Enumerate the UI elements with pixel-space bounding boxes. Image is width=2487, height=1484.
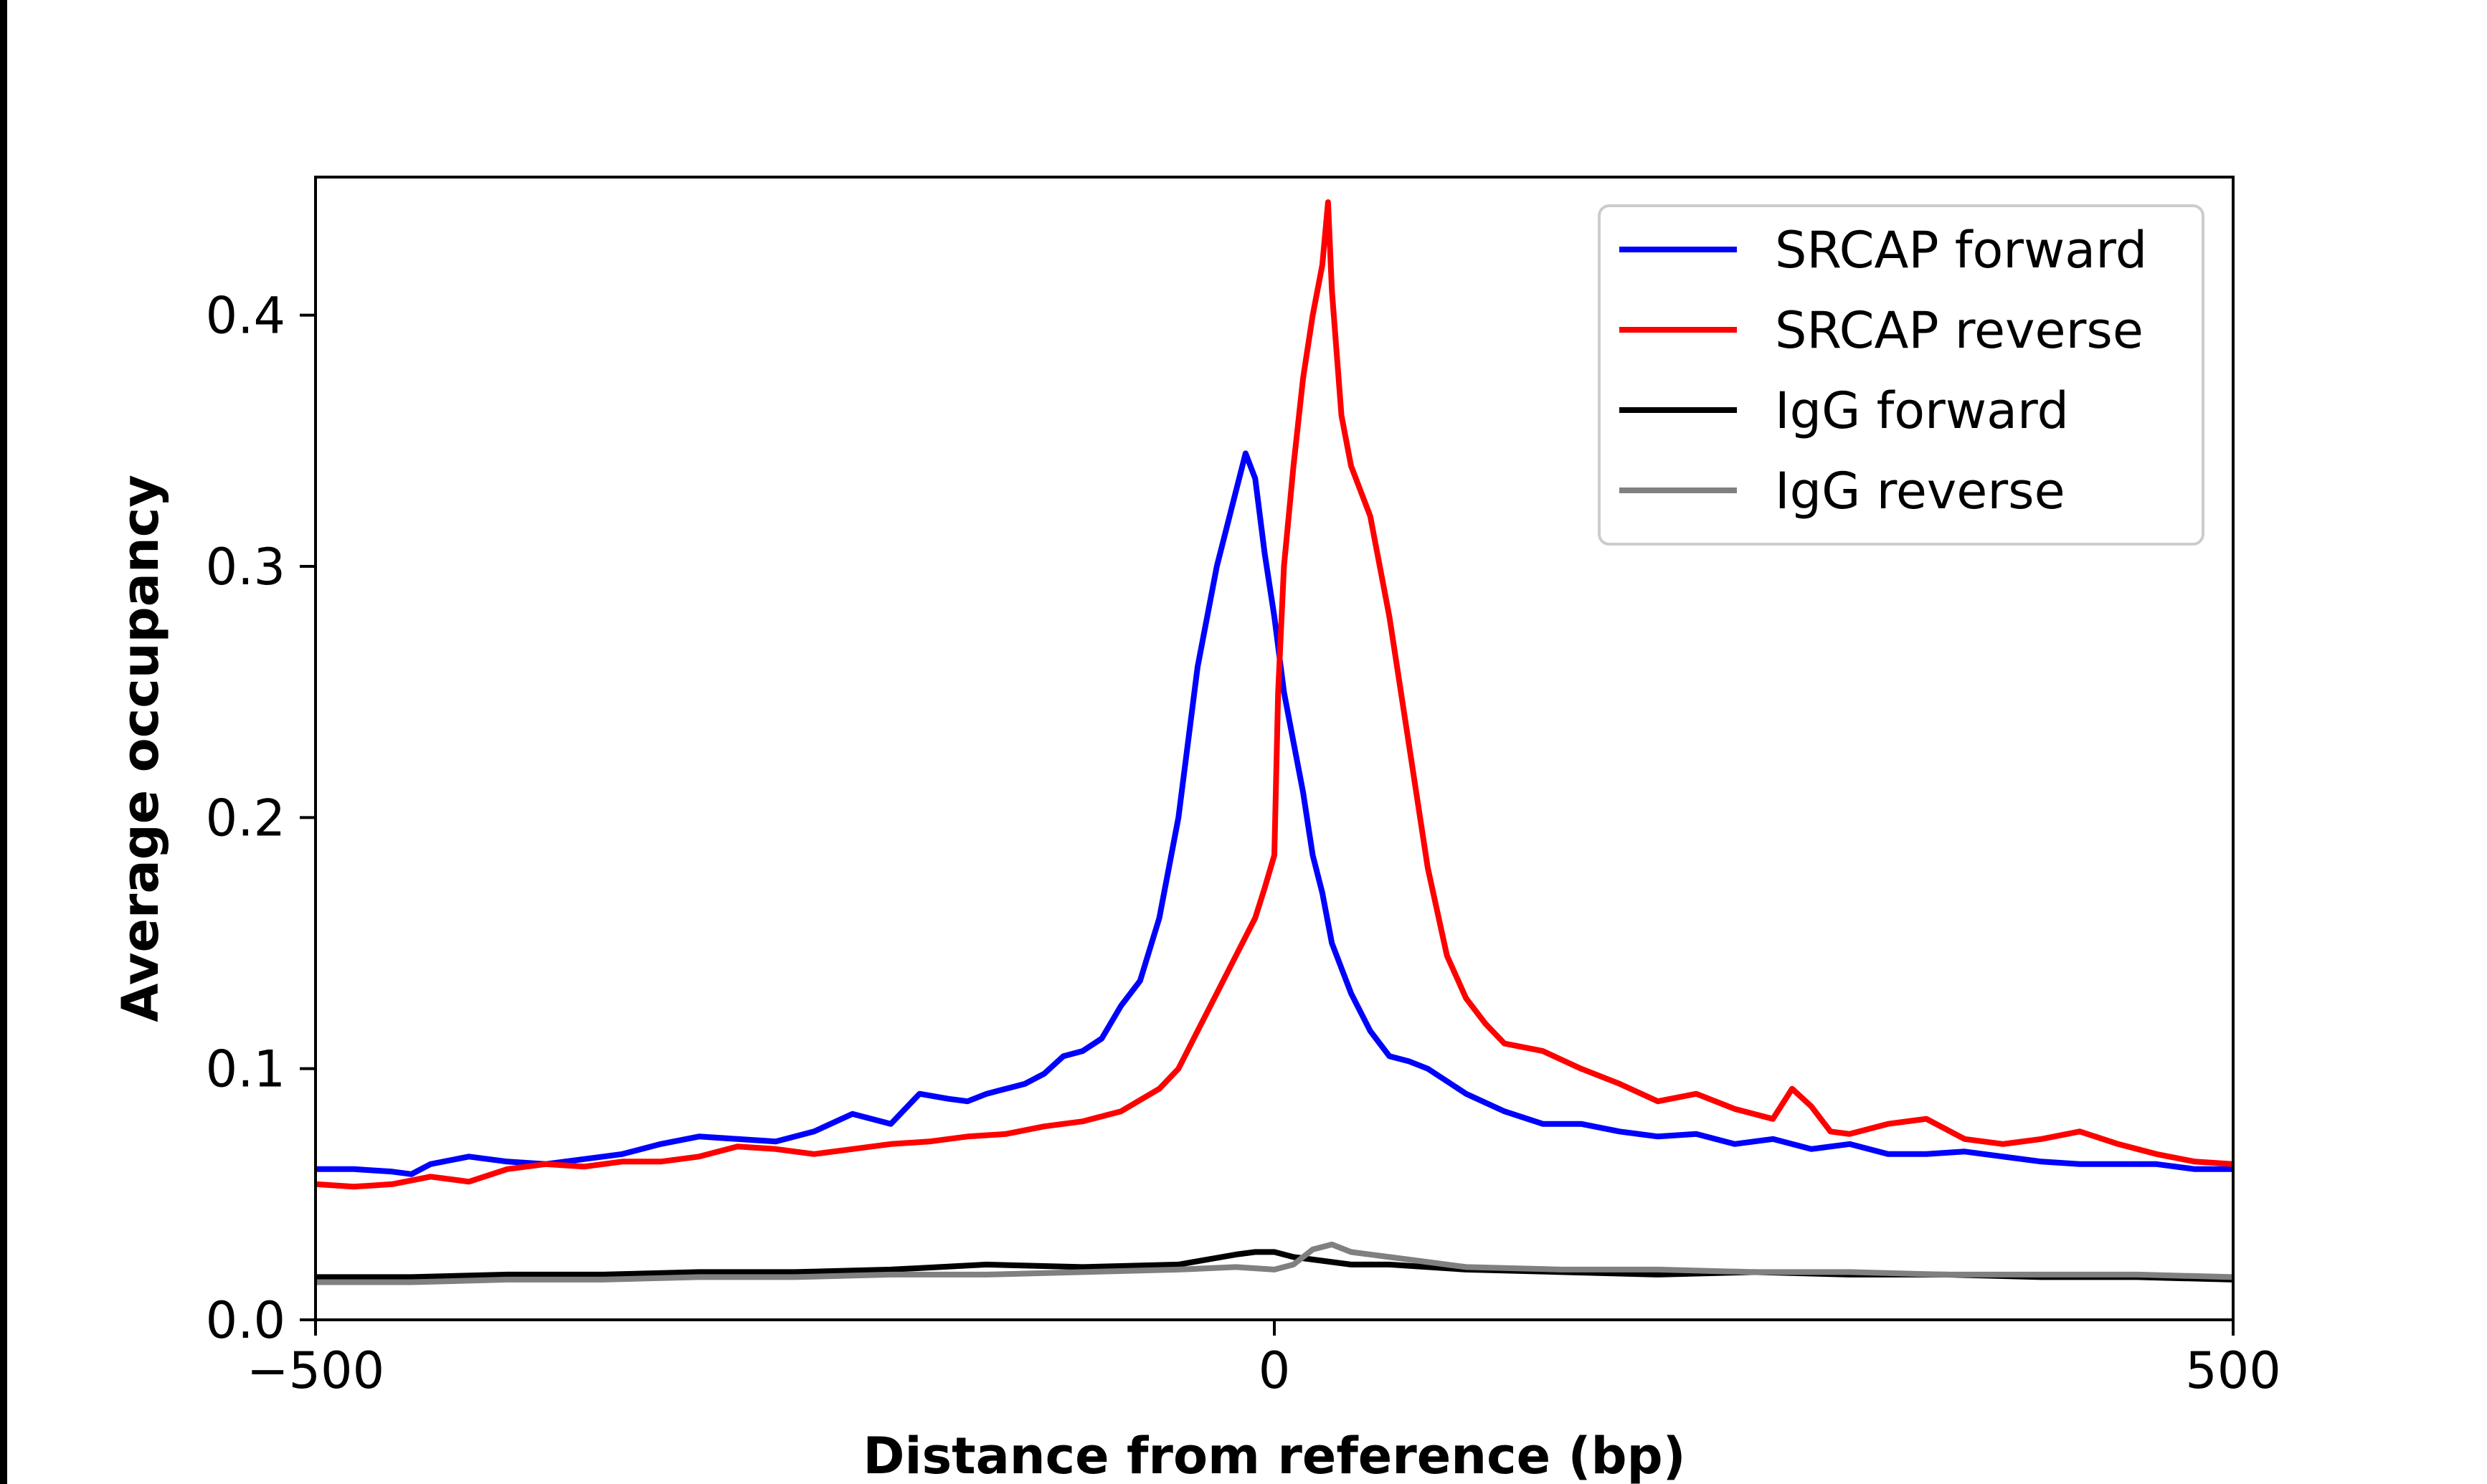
y-axis-label: Average occupancy bbox=[111, 475, 170, 1022]
legend: SRCAP forward SRCAP reverse IgG forward IgG… bbox=[1598, 204, 2204, 546]
y-tick-label: 0.4 bbox=[206, 287, 285, 346]
series-line-srcap-forward bbox=[316, 450, 2233, 1177]
legend-items: SRCAP forward SRCAP reverse IgG forward IgG… bbox=[1619, 221, 2147, 520]
x-tick-label: 500 bbox=[2185, 1341, 2281, 1400]
legend-label: IgG reverse bbox=[1775, 462, 2065, 520]
y-tick-label: 0.0 bbox=[206, 1291, 285, 1350]
x-axis-label: Distance from reference (bp) bbox=[863, 1427, 1685, 1484]
y-tick-label: 0.2 bbox=[206, 789, 285, 847]
legend-label: SRCAP forward bbox=[1775, 221, 2147, 280]
y-tick-label: 0.1 bbox=[206, 1040, 285, 1099]
x-tick-label: −500 bbox=[247, 1341, 384, 1400]
figure-left-border bbox=[0, 0, 7, 1484]
x-tick-label: 0 bbox=[1259, 1341, 1291, 1400]
series-line-srcap-reverse bbox=[315, 199, 2234, 1190]
series-layer bbox=[315, 199, 2234, 1285]
series-line-igg-reverse bbox=[316, 1241, 2234, 1285]
legend-label: SRCAP reverse bbox=[1775, 301, 2143, 360]
ticks-layer: −500 0 500 0.0 0.1 0.2 0.3 0.4 bbox=[206, 287, 2281, 1400]
legend-label: IgG forward bbox=[1775, 381, 2069, 440]
legend-box bbox=[1598, 204, 2204, 546]
y-tick-label: 0.3 bbox=[206, 538, 285, 596]
